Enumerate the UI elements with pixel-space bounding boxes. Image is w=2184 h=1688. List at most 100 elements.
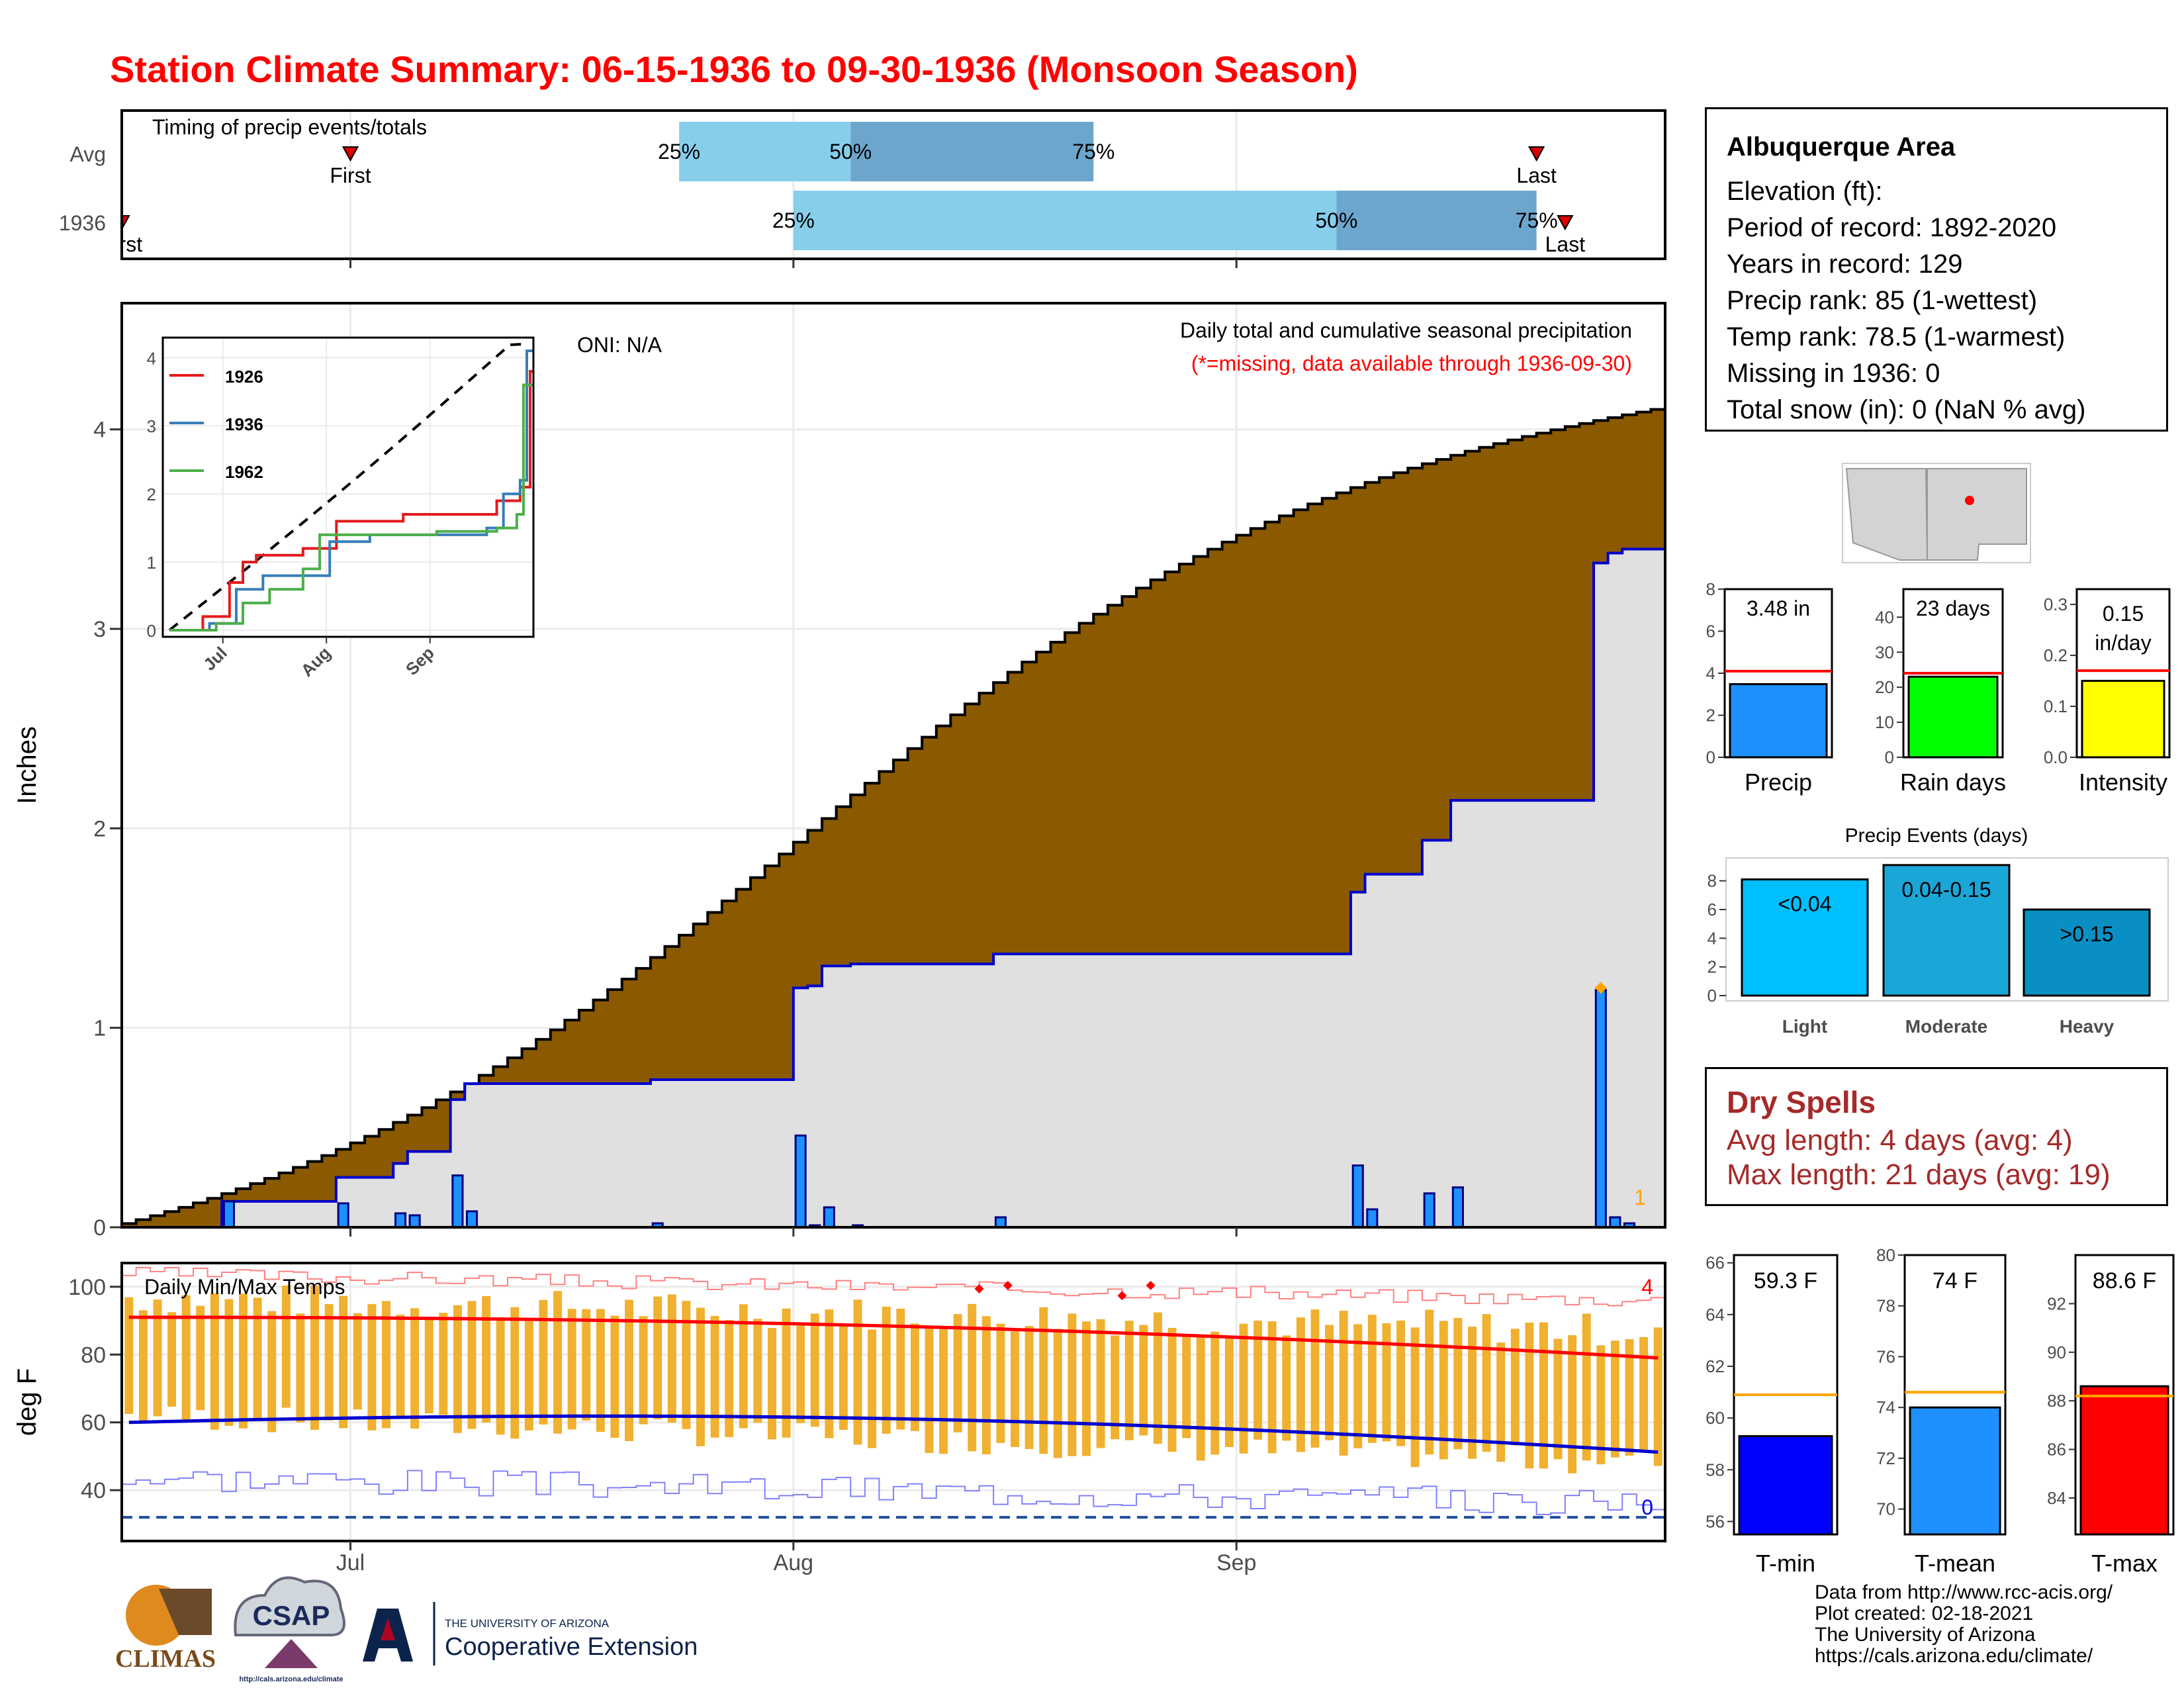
dry-spells-title: Dry Spells: [1727, 1085, 1876, 1119]
inset-series-line: [169, 350, 534, 632]
daily-temp-bar: [1425, 1309, 1434, 1455]
temp-bar-tick-label: 80: [1876, 1245, 1895, 1265]
mini-bar-chart: 0.15 in/day 0.0 0.1 0.2 0.3 Intensity: [2044, 588, 2171, 796]
timing-p75-label: 75%: [1072, 140, 1115, 164]
climas-logo: CLIMAS: [115, 1585, 216, 1673]
new-mexico-shape: [1927, 468, 2027, 561]
observed-cumulative-line: [122, 547, 1665, 1229]
daily-temp-bar: [453, 1305, 462, 1433]
mini-bar-value-bar: [1729, 683, 1828, 759]
avg-max-line: [128, 1315, 1659, 1360]
daily-temp-bar: [524, 1321, 533, 1430]
daily-temp-bar: [1310, 1309, 1320, 1448]
temp-bar-tick-label: 56: [1706, 1511, 1725, 1531]
temp-bar-chart: 74 F 70 72 74 76 78 80 T-mean: [1876, 1245, 2007, 1577]
daily-temp-bar: [1153, 1312, 1162, 1444]
events-tick-label: 2: [1707, 957, 1717, 977]
inset-legend-label: 1926: [225, 367, 263, 387]
daily-precip-bar: [1609, 1216, 1621, 1229]
first-marker: [341, 146, 359, 162]
temp-bar-label: T-mean: [1915, 1550, 1995, 1577]
csap-wordmark: CSAP: [253, 1600, 330, 1631]
daily-temp-bar: [1625, 1339, 1634, 1456]
hot-count: 4: [1641, 1275, 1653, 1299]
daily-precip-bar: [1423, 1192, 1435, 1229]
timing-bar-50-75: [850, 122, 1094, 181]
daily-temp-bar: [896, 1308, 905, 1430]
mini-bar-label: Intensity: [2079, 769, 2167, 796]
daily-temp-bar: [1653, 1327, 1662, 1466]
temp-panel-label: Daily Min/Max Temps: [144, 1275, 345, 1299]
daily-precip-bar: [794, 1134, 807, 1229]
daily-temp-bar: [653, 1296, 662, 1420]
daily-temp-bar: [1011, 1331, 1020, 1447]
daily-temp-bar: [1410, 1327, 1420, 1468]
daily-temp-bar: [582, 1309, 591, 1421]
daily-temp-bar: [167, 1312, 177, 1407]
daily-temp-bar: [1096, 1319, 1105, 1448]
mini-bar-tick-label: 0.0: [2044, 747, 2068, 767]
record-high-line: [122, 1266, 1665, 1307]
last-label: Last: [1545, 232, 1586, 256]
daily-temp-bar: [625, 1299, 634, 1442]
mini-bar-tick-label: 0.1: [2044, 696, 2068, 716]
daily-temp-bar: [1325, 1325, 1334, 1440]
oni-label: ONI: N/A: [577, 333, 662, 357]
daily-precip-bar: [337, 1202, 349, 1229]
daily-temp-bar: [1296, 1317, 1305, 1452]
station-line: Temp rank: 78.5 (1-warmest): [1727, 322, 2066, 352]
temp-y-axis-label: deg F: [13, 1368, 42, 1436]
daily-temp-bar: [367, 1304, 377, 1430]
temp-bar-tick-label: 84: [2047, 1488, 2066, 1508]
observed-cumulative-area: [122, 549, 1665, 1227]
daily-temp-bar: [281, 1285, 291, 1408]
precip-header: Daily total and cumulative seasonal prec…: [1180, 318, 1632, 342]
y-tick-label: 60: [81, 1411, 106, 1436]
record-high-marker: [1117, 1291, 1127, 1301]
x-tick-label: Aug: [774, 1550, 814, 1575]
ua-logo: THE UNIVERSITY OF ARIZONA Cooperative Ext…: [363, 1602, 698, 1665]
daily-temp-bar: [553, 1291, 563, 1434]
daily-precip-bar: [222, 1200, 236, 1229]
events-bar-label: Moderate: [1905, 1016, 1987, 1037]
timing-p25-label: 25%: [658, 140, 700, 164]
inset-series-line: [169, 383, 534, 632]
timing-panel-frame: [120, 109, 1666, 260]
events-tick-label: 0: [1707, 986, 1717, 1006]
temp-bar-tick-label: 86: [2047, 1440, 2066, 1460]
daily-temp-bar: [1039, 1307, 1048, 1454]
station-info-box: Albuquerque Area Elevation (ft): Period …: [1705, 107, 2168, 432]
timing-row-label: 1936: [59, 211, 106, 235]
record-high-marker: [1003, 1280, 1013, 1290]
timing-right-mask: [1666, 111, 1693, 259]
temp-bar-tick-label: 92: [2047, 1293, 2066, 1313]
daily-temp-bar: [1396, 1320, 1406, 1446]
daily-precip-bar: [465, 1210, 478, 1229]
inset-legend-label: 1962: [225, 462, 263, 482]
temp-bar-value-label: 88.6 F: [2093, 1268, 2156, 1293]
climas-wordmark: CLIMAS: [115, 1645, 216, 1673]
daily-temp-bar: [1253, 1320, 1263, 1440]
daily-temp-bar: [667, 1294, 676, 1423]
temp-bar-tick-label: 70: [1876, 1499, 1895, 1519]
dry-spells-box: Dry Spells Avg length: 4 days (avg: 4) M…: [1705, 1067, 2168, 1206]
temp-bar-tick-label: 58: [1706, 1460, 1725, 1479]
timing-p50-label: 50%: [1315, 209, 1357, 232]
daily-temp-bar: [196, 1305, 205, 1411]
daily-temp-bar: [839, 1325, 848, 1430]
temp-bar-tick-label: 62: [1706, 1356, 1725, 1376]
daily-temp-bar: [1639, 1336, 1649, 1452]
daily-temp-bar: [1353, 1324, 1363, 1448]
temp-bar-value-label: 74 F: [1933, 1268, 1978, 1293]
events-bar: [1741, 878, 1869, 997]
daily-temp-bar: [567, 1309, 576, 1430]
dry-spells-avg: Avg length: 4 days (avg: 4): [1727, 1124, 2073, 1156]
avg-min-line: [128, 1414, 1659, 1454]
station-line: Elevation (ft):: [1727, 177, 1883, 206]
daily-temp-bar: [267, 1311, 277, 1432]
daily-temp-bar: [968, 1303, 977, 1452]
daily-temp-bar: [810, 1313, 819, 1427]
x-tick-label: Sep: [1216, 1550, 1257, 1575]
y-tick-label: 2: [93, 816, 106, 841]
events-tick-label: 6: [1707, 900, 1717, 919]
